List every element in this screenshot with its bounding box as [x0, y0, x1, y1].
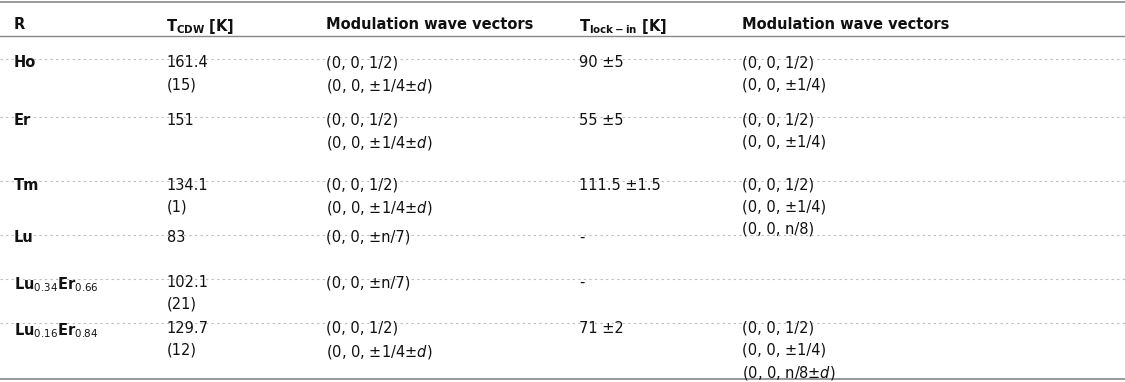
- Text: Modulation wave vectors: Modulation wave vectors: [326, 17, 533, 32]
- Text: 111.5 ±1.5: 111.5 ±1.5: [579, 178, 662, 193]
- Text: (0, 0, ±1/4$\pm$$\mathit{d}$): (0, 0, ±1/4$\pm$$\mathit{d}$): [326, 343, 433, 361]
- Text: (0, 0, ±1/4$\pm$$\mathit{d}$): (0, 0, ±1/4$\pm$$\mathit{d}$): [326, 134, 433, 152]
- Text: T$_{\bf lock-in}$ [K]: T$_{\bf lock-in}$ [K]: [579, 17, 667, 36]
- Text: (21): (21): [166, 297, 197, 312]
- Text: (0, 0, 1/2): (0, 0, 1/2): [326, 55, 398, 70]
- Text: (0, 0, 1/2): (0, 0, 1/2): [326, 113, 398, 128]
- Text: 151: 151: [166, 113, 195, 128]
- Text: (0, 0, 1/2): (0, 0, 1/2): [742, 178, 814, 193]
- Text: (0, 0, n/8$\pm$$\mathit{d}$): (0, 0, n/8$\pm$$\mathit{d}$): [742, 364, 836, 382]
- Text: (15): (15): [166, 77, 197, 92]
- Text: (1): (1): [166, 199, 187, 214]
- Text: (0, 0, ±1/4): (0, 0, ±1/4): [742, 77, 827, 92]
- Text: 129.7: 129.7: [166, 321, 208, 336]
- Text: 161.4: 161.4: [166, 55, 208, 70]
- Text: (0, 0, 1/2): (0, 0, 1/2): [326, 178, 398, 193]
- Text: 102.1: 102.1: [166, 275, 208, 290]
- Text: Modulation wave vectors: Modulation wave vectors: [742, 17, 950, 32]
- Text: (0, 0, ±1/4): (0, 0, ±1/4): [742, 343, 827, 358]
- Text: (0, 0, ±1/4): (0, 0, ±1/4): [742, 199, 827, 214]
- Text: 134.1: 134.1: [166, 178, 208, 193]
- Text: 55 ±5: 55 ±5: [579, 113, 624, 128]
- Text: R: R: [14, 17, 25, 32]
- Text: (0, 0, ±1/4$\pm$$\mathit{d}$): (0, 0, ±1/4$\pm$$\mathit{d}$): [326, 77, 433, 95]
- Text: (0, 0, 1/2): (0, 0, 1/2): [326, 321, 398, 336]
- Text: (0, 0, 1/2): (0, 0, 1/2): [742, 55, 814, 70]
- Text: (0, 0, ±1/4): (0, 0, ±1/4): [742, 134, 827, 149]
- Text: (0, 0, 1/2): (0, 0, 1/2): [742, 113, 814, 128]
- Text: -: -: [579, 230, 585, 245]
- Text: Lu$_{0.34}$Er$_{0.66}$: Lu$_{0.34}$Er$_{0.66}$: [14, 275, 98, 294]
- Text: Ho: Ho: [14, 55, 36, 70]
- Text: (0, 0, 1/2): (0, 0, 1/2): [742, 321, 814, 336]
- Text: Tm: Tm: [14, 178, 39, 193]
- Text: 71 ±2: 71 ±2: [579, 321, 624, 336]
- Text: Er: Er: [14, 113, 30, 128]
- Text: -: -: [579, 275, 585, 290]
- Text: (0, 0, ±1/4$\pm$$\mathit{d}$): (0, 0, ±1/4$\pm$$\mathit{d}$): [326, 199, 433, 217]
- Text: (0, 0, n/8): (0, 0, n/8): [742, 221, 814, 236]
- Text: (0, 0, ±n/7): (0, 0, ±n/7): [326, 275, 411, 290]
- Text: 90 ±5: 90 ±5: [579, 55, 624, 70]
- Text: (0, 0, ±n/7): (0, 0, ±n/7): [326, 230, 411, 245]
- Text: Lu: Lu: [14, 230, 34, 245]
- Text: (12): (12): [166, 343, 197, 358]
- Text: T$_{\bf CDW}$ [K]: T$_{\bf CDW}$ [K]: [166, 17, 235, 36]
- Text: 83: 83: [166, 230, 184, 245]
- Text: Lu$_{0.16}$Er$_{0.84}$: Lu$_{0.16}$Er$_{0.84}$: [14, 321, 98, 340]
